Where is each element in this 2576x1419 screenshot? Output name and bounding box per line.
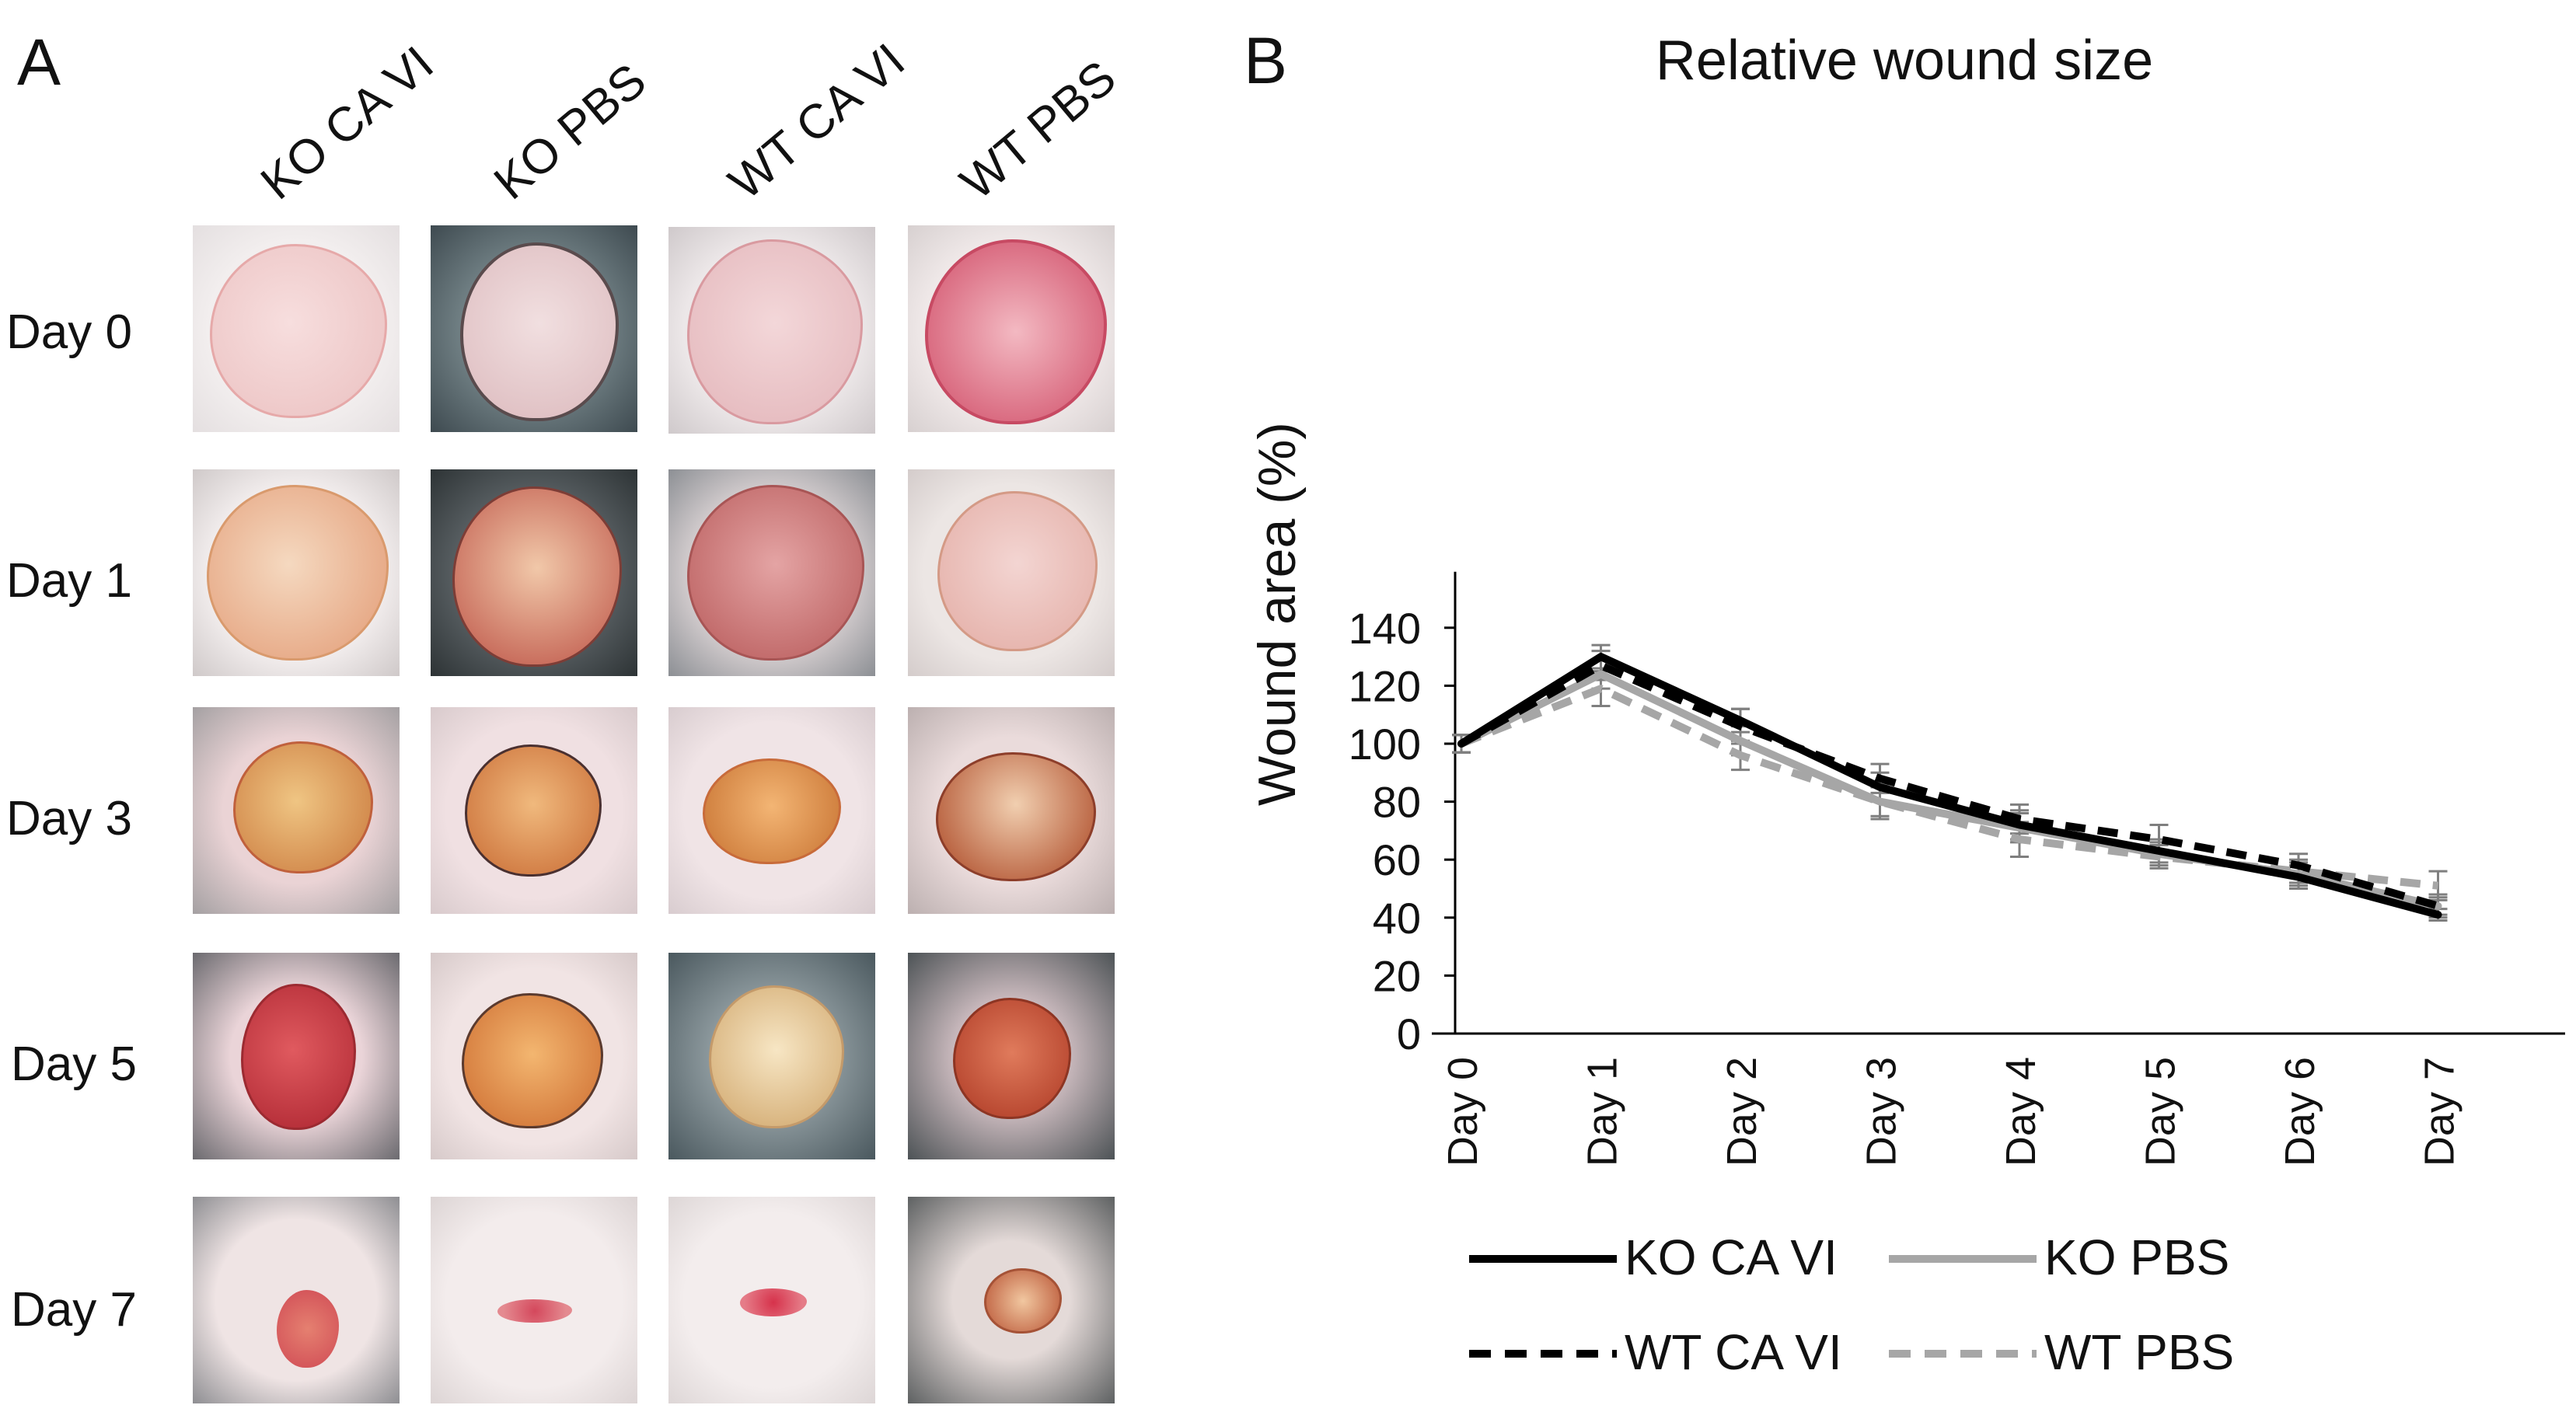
wound-photo bbox=[668, 707, 875, 914]
wound-photo bbox=[193, 953, 400, 1159]
wound-photo bbox=[431, 707, 637, 914]
wound-photo bbox=[193, 707, 400, 914]
legend-item: WT PBS bbox=[1889, 1324, 2234, 1380]
wound-photo bbox=[668, 227, 875, 434]
column-label-wt-pbs: WT PBS bbox=[951, 51, 1126, 211]
legend-label: KO CA VI bbox=[1625, 1229, 1838, 1285]
wound-photo bbox=[193, 225, 400, 432]
y-tick-label: 40 bbox=[1373, 894, 1421, 943]
legend-label: WT CA VI bbox=[1625, 1324, 1842, 1380]
wound-photo bbox=[908, 953, 1115, 1159]
series-line-wt-ca-vi bbox=[1459, 661, 2439, 910]
wound-photo bbox=[431, 953, 637, 1159]
wound-photo bbox=[668, 1197, 875, 1403]
panel-label-a: A bbox=[17, 26, 61, 99]
row-label-day-0: Day 0 bbox=[6, 305, 132, 359]
legend-label: WT PBS bbox=[2044, 1324, 2234, 1380]
series-line-ko-ca-vi bbox=[1457, 653, 2442, 919]
row-label-day-1: Day 1 bbox=[6, 554, 132, 608]
legend-item: WT CA VI bbox=[1469, 1324, 1842, 1380]
row-label-day-7: Day 7 bbox=[11, 1283, 137, 1337]
chart-title: Relative wound size bbox=[1656, 30, 2153, 92]
series-lines bbox=[1457, 653, 2442, 919]
x-tick-label: Day 5 bbox=[2138, 1057, 2184, 1166]
y-tick-label: 140 bbox=[1349, 604, 1421, 653]
wound-photo bbox=[908, 707, 1115, 914]
panel-label-b: B bbox=[1244, 24, 1288, 97]
x-tick-label: Day 3 bbox=[1859, 1057, 1905, 1166]
x-tick-label: Day 6 bbox=[2277, 1057, 2323, 1166]
legend-label: KO PBS bbox=[2044, 1229, 2229, 1285]
wound-size-line-chart: Relative wound size Wound area (%) 0 20 40… bbox=[1248, 30, 2565, 1380]
wound-photo bbox=[193, 1197, 400, 1403]
wound-photo bbox=[908, 225, 1115, 432]
wound-photo bbox=[668, 953, 875, 1159]
legend-item: KO CA VI bbox=[1469, 1229, 1838, 1285]
row-label-day-3: Day 3 bbox=[6, 792, 132, 845]
axes bbox=[1432, 571, 2565, 1035]
tick-labels: 0 20 40 60 80 100 120 140 Day 0 Day 1 Day 2 Day 3 Da… bbox=[1349, 604, 2463, 1166]
x-tick-label: Day 4 bbox=[1998, 1057, 2044, 1166]
row-label-day-5: Day 5 bbox=[11, 1037, 137, 1091]
x-tick-label: Day 1 bbox=[1579, 1057, 1626, 1166]
y-tick-label: 60 bbox=[1373, 835, 1421, 884]
y-tick-label: 0 bbox=[1397, 1009, 1421, 1058]
series-line-wt-pbs bbox=[1460, 685, 2439, 890]
wound-photo bbox=[908, 469, 1115, 676]
x-tick-label: Day 7 bbox=[2417, 1057, 2463, 1166]
series-line-ko-pbs bbox=[1457, 670, 2442, 910]
column-label-wt-ca-vi: WT CA VI bbox=[719, 33, 915, 211]
wound-photo bbox=[193, 469, 400, 676]
column-label-ko-ca-vi: KO CA VI bbox=[251, 36, 444, 211]
y-tick-label: 100 bbox=[1349, 720, 1421, 769]
column-label-ko-pbs: KO PBS bbox=[484, 53, 657, 211]
y-axis-label: Wound area (%) bbox=[1248, 422, 1307, 806]
legend-item: KO PBS bbox=[1889, 1229, 2229, 1285]
wound-photo bbox=[431, 1197, 637, 1403]
wound-photo bbox=[908, 1197, 1115, 1403]
legend: KO CA VI KO PBS WT CA VI WT PBS bbox=[1469, 1229, 2234, 1380]
wound-photo bbox=[431, 225, 637, 432]
y-tick-label: 80 bbox=[1373, 778, 1421, 827]
x-tick-label: Day 0 bbox=[1440, 1057, 1486, 1166]
y-tick-label: 20 bbox=[1373, 951, 1421, 1000]
x-tick-label: Day 2 bbox=[1719, 1057, 1765, 1166]
wound-photo bbox=[668, 469, 875, 676]
y-tick-label: 120 bbox=[1349, 661, 1421, 710]
wound-photo bbox=[431, 469, 637, 676]
